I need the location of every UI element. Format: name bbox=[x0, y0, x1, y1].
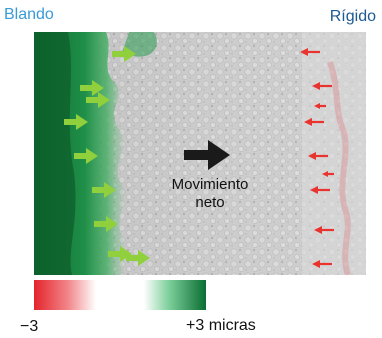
rigid-edge-displacement bbox=[327, 61, 351, 275]
rigid-arrow bbox=[304, 118, 324, 126]
soft-arrow bbox=[64, 114, 88, 130]
scale-green-segment bbox=[144, 280, 206, 310]
rigid-substrate-label: Rígido bbox=[329, 8, 376, 25]
soft-side-arrows bbox=[64, 46, 150, 266]
soft-arrow bbox=[108, 246, 132, 262]
soft-arrow bbox=[86, 92, 110, 108]
soft-arrow bbox=[80, 80, 104, 96]
caption-line-2: neto bbox=[195, 194, 225, 211]
rigid-arrow bbox=[314, 103, 326, 109]
scale-neutral-segment bbox=[96, 280, 144, 310]
rigid-arrow bbox=[314, 226, 334, 234]
soft-arrow bbox=[94, 216, 118, 232]
microscopy-image bbox=[34, 32, 366, 275]
soft-substrate-label: Blando bbox=[4, 6, 54, 23]
caption-line-1: Movimiento bbox=[171, 176, 249, 193]
net-movement-caption: Movimiento neto bbox=[165, 176, 255, 212]
rigid-arrow bbox=[322, 171, 334, 177]
soft-arrow bbox=[74, 148, 98, 164]
soft-arrow bbox=[92, 182, 116, 198]
rigid-arrow bbox=[312, 82, 332, 90]
scale-min-label: −3 bbox=[20, 318, 39, 335]
scale-max-label: +3 micras bbox=[186, 317, 256, 334]
displacement-color-scale bbox=[34, 280, 206, 310]
net-movement-arrow bbox=[184, 140, 230, 170]
scale-red-segment bbox=[34, 280, 96, 310]
rigid-arrow bbox=[308, 152, 328, 160]
rigid-arrow bbox=[312, 260, 332, 268]
soft-arrow bbox=[112, 46, 136, 62]
rigid-arrow bbox=[300, 48, 320, 56]
rigid-side-arrows bbox=[300, 48, 334, 268]
rigid-arrow bbox=[310, 186, 330, 194]
soft-arrow bbox=[126, 250, 150, 266]
